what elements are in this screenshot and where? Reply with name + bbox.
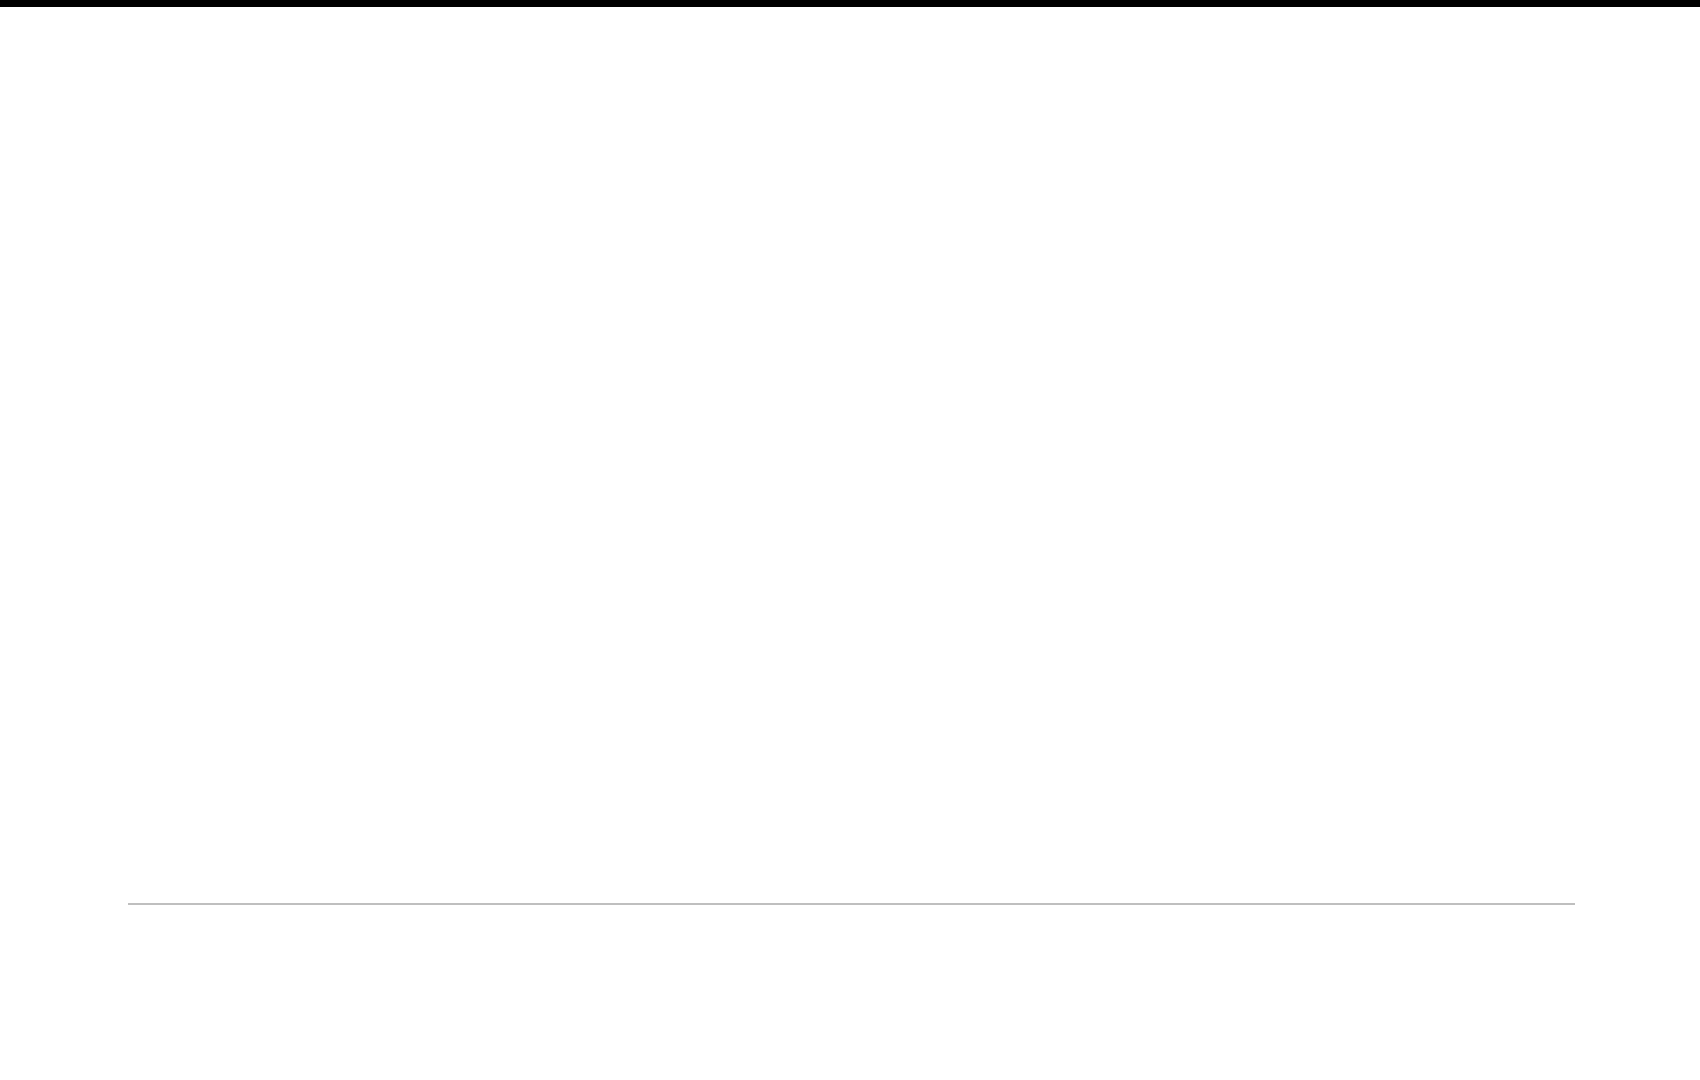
top-border [0, 0, 1700, 7]
legend-item-industrial [967, 138, 992, 157]
healthcare-swatch-icon [1417, 141, 1433, 157]
legend [742, 138, 1442, 157]
legend-item-healthcare [1417, 138, 1442, 157]
legend-item-office [742, 138, 767, 157]
retail-swatch-icon [1192, 141, 1208, 157]
office-swatch-icon [742, 141, 758, 157]
legend-item-retail [1192, 138, 1217, 157]
plot-area [128, 247, 1575, 905]
industrial-swatch-icon [967, 141, 983, 157]
